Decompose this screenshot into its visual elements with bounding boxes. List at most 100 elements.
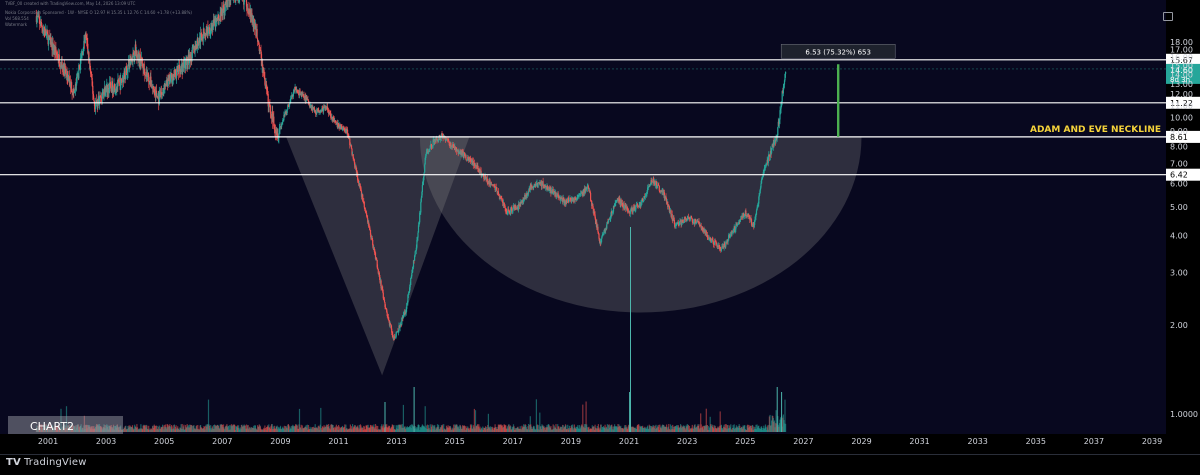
y-tick-label: 1.0000 bbox=[1170, 410, 1198, 419]
y-tick-label: 7.00 bbox=[1170, 160, 1188, 169]
candle-body bbox=[422, 185, 423, 192]
candle-body bbox=[417, 233, 418, 238]
x-tick-label: 2037 bbox=[1084, 437, 1104, 446]
candle-body bbox=[364, 202, 365, 208]
level-badge-label: 6.42 bbox=[1170, 171, 1188, 180]
candle-body bbox=[281, 124, 282, 127]
candle-body bbox=[647, 188, 648, 192]
candle-body bbox=[410, 285, 411, 287]
x-tick-label: 2011 bbox=[328, 437, 348, 446]
candle-body bbox=[362, 195, 363, 201]
x-tick-label: 2009 bbox=[270, 437, 290, 446]
x-tick-label: 2029 bbox=[851, 437, 871, 446]
candle-body bbox=[588, 186, 589, 187]
x-tick-label: 2017 bbox=[503, 437, 523, 446]
y-tick-label: 13.00 bbox=[1170, 80, 1193, 89]
brand-name: TradingView bbox=[24, 457, 87, 468]
candle-body bbox=[465, 155, 466, 159]
volume-legend: Vol 568.554 bbox=[5, 16, 29, 21]
neckline-label: ADAM AND EVE NECKLINE bbox=[1030, 125, 1161, 135]
tv-logo-icon: 𝗧𝗩 bbox=[6, 457, 21, 468]
candle-body bbox=[728, 241, 729, 242]
candle-body bbox=[396, 332, 397, 337]
candle-body bbox=[287, 110, 288, 113]
candle-body bbox=[745, 211, 746, 216]
x-tick-label: 2035 bbox=[1026, 437, 1046, 446]
candle-body bbox=[606, 224, 607, 229]
candle-body bbox=[411, 273, 412, 277]
candle-body bbox=[496, 187, 497, 191]
x-tick-label: 2021 bbox=[619, 437, 639, 446]
candle-body bbox=[355, 166, 356, 168]
candle-body bbox=[127, 65, 128, 72]
candle-body bbox=[369, 228, 370, 230]
time-axis[interactable] bbox=[0, 434, 1166, 454]
candle-body bbox=[777, 127, 778, 135]
y-tick-label: 14.00 bbox=[1170, 70, 1193, 79]
candle-body bbox=[424, 165, 425, 173]
candle-body bbox=[415, 251, 416, 255]
candle-body bbox=[509, 211, 510, 213]
y-tick-label: 11.00 bbox=[1170, 101, 1193, 110]
candle-body bbox=[598, 234, 599, 239]
y-tick-label: 9.00 bbox=[1170, 127, 1188, 136]
x-tick-label: 2001 bbox=[38, 437, 58, 446]
candle-body bbox=[153, 86, 154, 89]
x-tick-label: 2027 bbox=[793, 437, 813, 446]
y-tick-label: 5.00 bbox=[1170, 203, 1188, 212]
watermark-legend: Watermark bbox=[5, 22, 27, 27]
candle-body bbox=[635, 205, 636, 209]
candle-body bbox=[140, 63, 141, 66]
y-tick-label: 8.00 bbox=[1170, 142, 1188, 151]
symbol-legend[interactable]: Nokia Corporation Sponsored · 1W · NYSE … bbox=[5, 10, 192, 15]
candle-body bbox=[384, 300, 385, 303]
y-tick-label: 3.00 bbox=[1170, 269, 1188, 278]
volume-bar bbox=[785, 424, 786, 432]
x-tick-label: 2039 bbox=[1142, 437, 1162, 446]
candle-body bbox=[590, 193, 591, 201]
x-tick-label: 2015 bbox=[445, 437, 465, 446]
x-tick-label: 2003 bbox=[96, 437, 116, 446]
candle-body bbox=[505, 206, 506, 208]
candle-body bbox=[760, 184, 761, 188]
x-tick-label: 2007 bbox=[212, 437, 232, 446]
candle-body bbox=[182, 67, 183, 72]
candle-body bbox=[351, 146, 352, 149]
candle-body bbox=[756, 210, 757, 214]
candle-body bbox=[429, 149, 430, 152]
candle-body bbox=[257, 29, 258, 39]
candle-body bbox=[83, 51, 84, 55]
candle-body bbox=[433, 140, 434, 146]
candle-body bbox=[420, 202, 421, 213]
candle-body bbox=[410, 278, 411, 285]
candle-body bbox=[421, 198, 422, 202]
x-tick-label: 2033 bbox=[968, 437, 988, 446]
y-tick-label: 15.00 bbox=[1170, 62, 1193, 71]
candle-body bbox=[192, 47, 193, 58]
candle-body bbox=[327, 107, 328, 110]
x-tick-label: 2031 bbox=[909, 437, 929, 446]
y-tick-label: 4.00 bbox=[1170, 232, 1188, 241]
x-tick-label: 2005 bbox=[154, 437, 174, 446]
candle-body bbox=[630, 211, 631, 214]
measure-label: 6.53 (75.32%) 653 bbox=[805, 48, 871, 56]
candle-body bbox=[528, 191, 529, 193]
x-tick-label: 2023 bbox=[677, 437, 697, 446]
candle-body bbox=[785, 72, 786, 74]
candle-body bbox=[347, 130, 348, 135]
candle-body bbox=[354, 159, 355, 162]
x-tick-label: 2025 bbox=[735, 437, 755, 446]
candle-body bbox=[724, 243, 725, 245]
settings-icon[interactable] bbox=[1163, 12, 1173, 21]
candle-body bbox=[766, 163, 767, 164]
candle-body bbox=[390, 324, 391, 325]
y-tick-label: 12.00 bbox=[1170, 90, 1193, 99]
x-tick-label: 2013 bbox=[386, 437, 406, 446]
candle-body bbox=[485, 176, 486, 177]
y-tick-label: 10.00 bbox=[1170, 114, 1193, 123]
snapshot-caption: TVBF_00 created with TradingView.com, Ma… bbox=[5, 1, 135, 6]
